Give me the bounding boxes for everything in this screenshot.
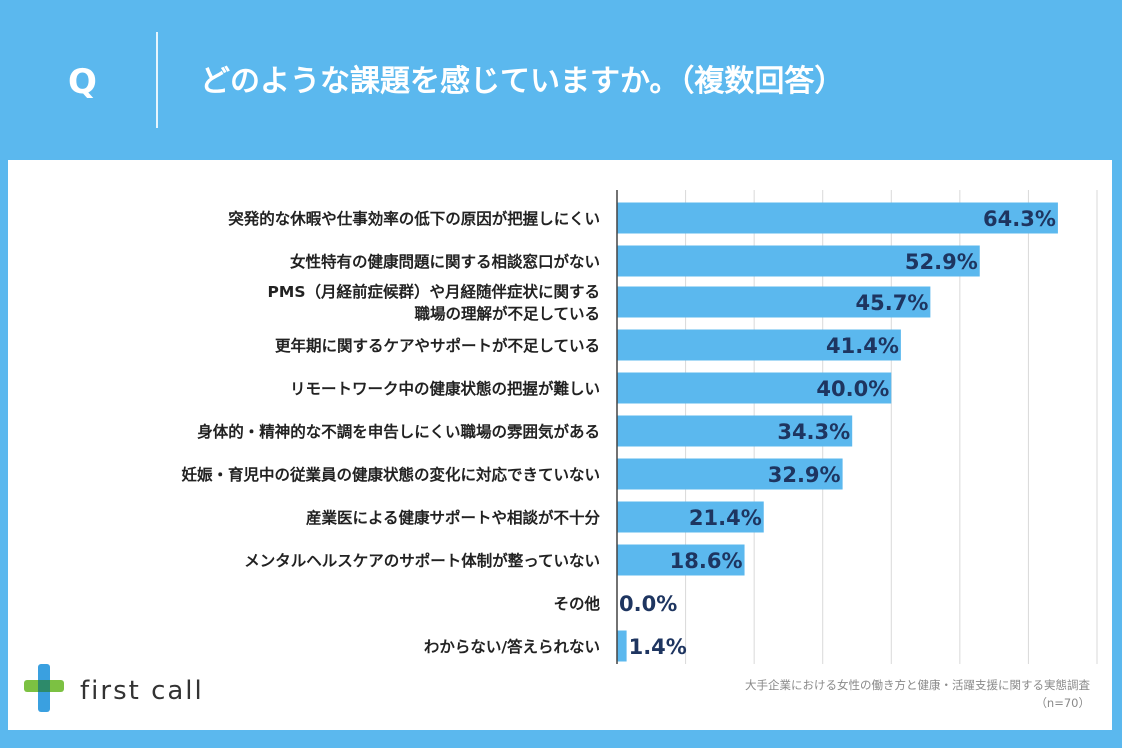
category-label: 身体的・精神的な不調を申告しにくい職場の雰囲気がある bbox=[197, 422, 600, 441]
category-label: わからない/答えられない bbox=[424, 637, 600, 656]
value-label: 34.3% bbox=[777, 420, 850, 444]
question-title: どのような課題を感じていますか。（複数回答） bbox=[200, 64, 845, 99]
bar bbox=[617, 415, 853, 447]
source-note: 大手企業における女性の働き方と健康・活躍支援に関する実態調査 （n=70） bbox=[745, 676, 1090, 712]
value-label: 40.0% bbox=[816, 377, 889, 401]
category-label: 女性特有の健康問題に関する相談窓口がない bbox=[290, 252, 600, 271]
bar bbox=[617, 458, 843, 490]
header: Q どのような課題を感じていますか。（複数回答） bbox=[0, 0, 1122, 160]
q-mark: Q bbox=[68, 62, 97, 102]
bar bbox=[617, 286, 931, 318]
value-label: 64.3% bbox=[983, 207, 1056, 231]
value-label: 32.9% bbox=[768, 463, 841, 487]
value-label: 18.6% bbox=[670, 549, 743, 573]
sample-size: （n=70） bbox=[1035, 696, 1090, 710]
category-label: その他 bbox=[553, 594, 600, 613]
value-label: 45.7% bbox=[856, 291, 929, 315]
value-label: 1.4% bbox=[629, 635, 687, 659]
bar bbox=[617, 544, 745, 576]
chart-panel: 64.3% 突発的な休暇や仕事効率の低下の原因が把握しにくい 52.9% 女性特有の健… bbox=[8, 160, 1112, 730]
plus-cross-logo-icon bbox=[24, 664, 64, 712]
category-label: リモートワーク中の健康状態の把握が難しい bbox=[290, 379, 600, 398]
value-label: 41.4% bbox=[826, 334, 899, 358]
category-label: 更年期に関するケアやサポートが不足している bbox=[275, 336, 600, 355]
category-label: 産業医による健康サポートや相談が不十分 bbox=[306, 508, 601, 527]
value-label: 52.9% bbox=[905, 250, 978, 274]
bar bbox=[617, 202, 1058, 234]
value-label: 21.4% bbox=[689, 506, 762, 530]
category-label: PMS（月経前症候群）や月経随伴症状に関する職場の理解が不足している bbox=[268, 282, 600, 323]
category-label: 突発的な休暇や仕事効率の低下の原因が把握しにくい bbox=[228, 209, 600, 228]
header-divider bbox=[156, 32, 158, 128]
logo-text: first call bbox=[80, 676, 204, 706]
source-title: 大手企業における女性の働き方と健康・活躍支援に関する実態調査 bbox=[745, 678, 1090, 692]
bar bbox=[617, 501, 764, 533]
value-label: 0.0% bbox=[619, 592, 677, 616]
bar-chart: 64.3% 突発的な休暇や仕事効率の低下の原因が把握しにくい 52.9% 女性特有の健… bbox=[181, 190, 1098, 664]
category-label: 妊娠・育児中の従業員の健康状態の変化に対応できていない bbox=[181, 465, 600, 484]
bar bbox=[617, 329, 901, 361]
bar bbox=[617, 372, 892, 404]
category-label: メンタルヘルスケアのサポート体制が整っていない bbox=[244, 551, 600, 570]
first-call-logo: first call bbox=[22, 662, 202, 722]
bar bbox=[617, 245, 980, 277]
bar bbox=[617, 630, 627, 662]
